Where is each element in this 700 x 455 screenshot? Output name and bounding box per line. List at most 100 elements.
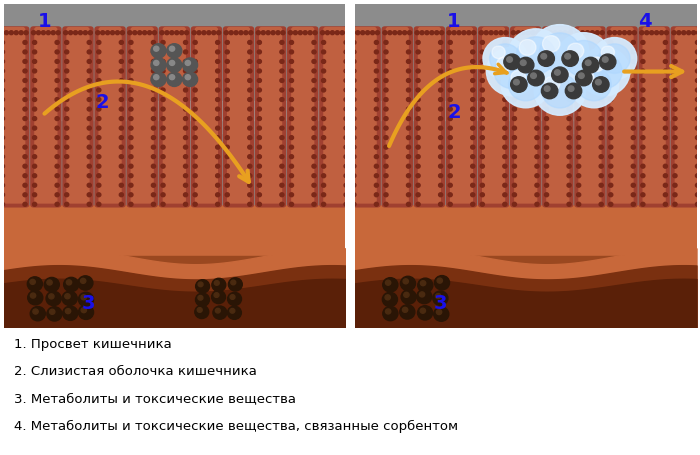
Circle shape xyxy=(599,98,603,102)
Circle shape xyxy=(88,165,91,169)
Circle shape xyxy=(258,51,261,55)
Circle shape xyxy=(535,79,539,83)
Circle shape xyxy=(129,184,133,188)
Circle shape xyxy=(677,32,681,35)
Circle shape xyxy=(258,108,261,112)
Circle shape xyxy=(88,51,91,55)
Circle shape xyxy=(231,280,236,285)
Circle shape xyxy=(407,41,411,45)
FancyBboxPatch shape xyxy=(34,28,57,204)
Circle shape xyxy=(664,41,668,45)
Circle shape xyxy=(97,184,101,188)
Circle shape xyxy=(1,41,4,45)
Circle shape xyxy=(416,193,420,197)
Circle shape xyxy=(32,184,36,188)
Circle shape xyxy=(280,70,284,74)
Circle shape xyxy=(640,89,645,93)
Circle shape xyxy=(374,184,379,188)
Circle shape xyxy=(64,193,69,197)
Circle shape xyxy=(344,61,348,64)
Circle shape xyxy=(289,79,293,83)
Circle shape xyxy=(83,32,88,35)
Circle shape xyxy=(32,156,36,159)
Circle shape xyxy=(567,108,571,112)
Circle shape xyxy=(1,136,4,140)
Circle shape xyxy=(1,193,4,197)
Circle shape xyxy=(344,174,348,178)
Circle shape xyxy=(503,203,507,207)
Circle shape xyxy=(248,51,252,55)
Circle shape xyxy=(312,146,316,150)
Circle shape xyxy=(577,79,581,83)
Circle shape xyxy=(484,32,489,35)
Circle shape xyxy=(407,146,411,150)
Circle shape xyxy=(384,117,388,121)
Circle shape xyxy=(55,89,60,93)
Circle shape xyxy=(47,307,62,321)
Circle shape xyxy=(129,174,133,178)
Circle shape xyxy=(97,136,101,140)
Circle shape xyxy=(535,61,539,64)
Circle shape xyxy=(55,156,60,159)
Circle shape xyxy=(577,203,581,207)
Circle shape xyxy=(567,156,571,159)
Circle shape xyxy=(470,61,475,64)
Circle shape xyxy=(673,70,677,74)
Circle shape xyxy=(585,61,591,66)
Circle shape xyxy=(55,165,60,169)
Circle shape xyxy=(312,117,316,121)
FancyBboxPatch shape xyxy=(386,28,409,204)
Circle shape xyxy=(577,193,581,197)
Circle shape xyxy=(631,127,636,131)
Circle shape xyxy=(313,32,317,35)
Circle shape xyxy=(321,89,326,93)
Circle shape xyxy=(374,89,379,93)
Circle shape xyxy=(186,61,190,66)
Circle shape xyxy=(14,32,18,35)
Circle shape xyxy=(497,58,512,72)
Circle shape xyxy=(193,193,197,197)
Circle shape xyxy=(258,117,261,121)
Circle shape xyxy=(23,41,27,45)
Circle shape xyxy=(553,32,557,35)
Circle shape xyxy=(384,61,388,64)
Circle shape xyxy=(119,79,123,83)
Circle shape xyxy=(664,127,668,131)
Circle shape xyxy=(88,174,91,178)
Circle shape xyxy=(69,32,73,35)
Circle shape xyxy=(211,291,225,304)
Circle shape xyxy=(664,51,668,55)
Circle shape xyxy=(407,79,411,83)
Circle shape xyxy=(470,70,475,74)
Circle shape xyxy=(30,280,35,285)
Circle shape xyxy=(480,174,484,178)
Circle shape xyxy=(664,70,668,74)
Circle shape xyxy=(312,203,316,207)
Circle shape xyxy=(494,32,498,35)
Circle shape xyxy=(183,174,188,178)
Circle shape xyxy=(503,156,507,159)
Circle shape xyxy=(374,174,379,178)
Circle shape xyxy=(673,61,677,64)
Circle shape xyxy=(577,184,581,188)
Circle shape xyxy=(217,32,220,35)
Circle shape xyxy=(609,203,612,207)
Circle shape xyxy=(289,203,293,207)
Circle shape xyxy=(212,278,226,292)
Circle shape xyxy=(344,136,348,140)
Circle shape xyxy=(129,156,133,159)
Circle shape xyxy=(116,32,120,35)
Circle shape xyxy=(88,136,91,140)
Circle shape xyxy=(28,291,43,305)
Circle shape xyxy=(435,294,441,299)
Circle shape xyxy=(183,156,188,159)
Circle shape xyxy=(609,146,612,150)
Circle shape xyxy=(407,127,411,131)
FancyBboxPatch shape xyxy=(478,27,510,208)
Circle shape xyxy=(88,32,92,35)
Circle shape xyxy=(627,32,631,35)
Circle shape xyxy=(183,73,197,87)
Circle shape xyxy=(402,32,407,35)
Circle shape xyxy=(416,156,420,159)
Circle shape xyxy=(88,70,91,74)
